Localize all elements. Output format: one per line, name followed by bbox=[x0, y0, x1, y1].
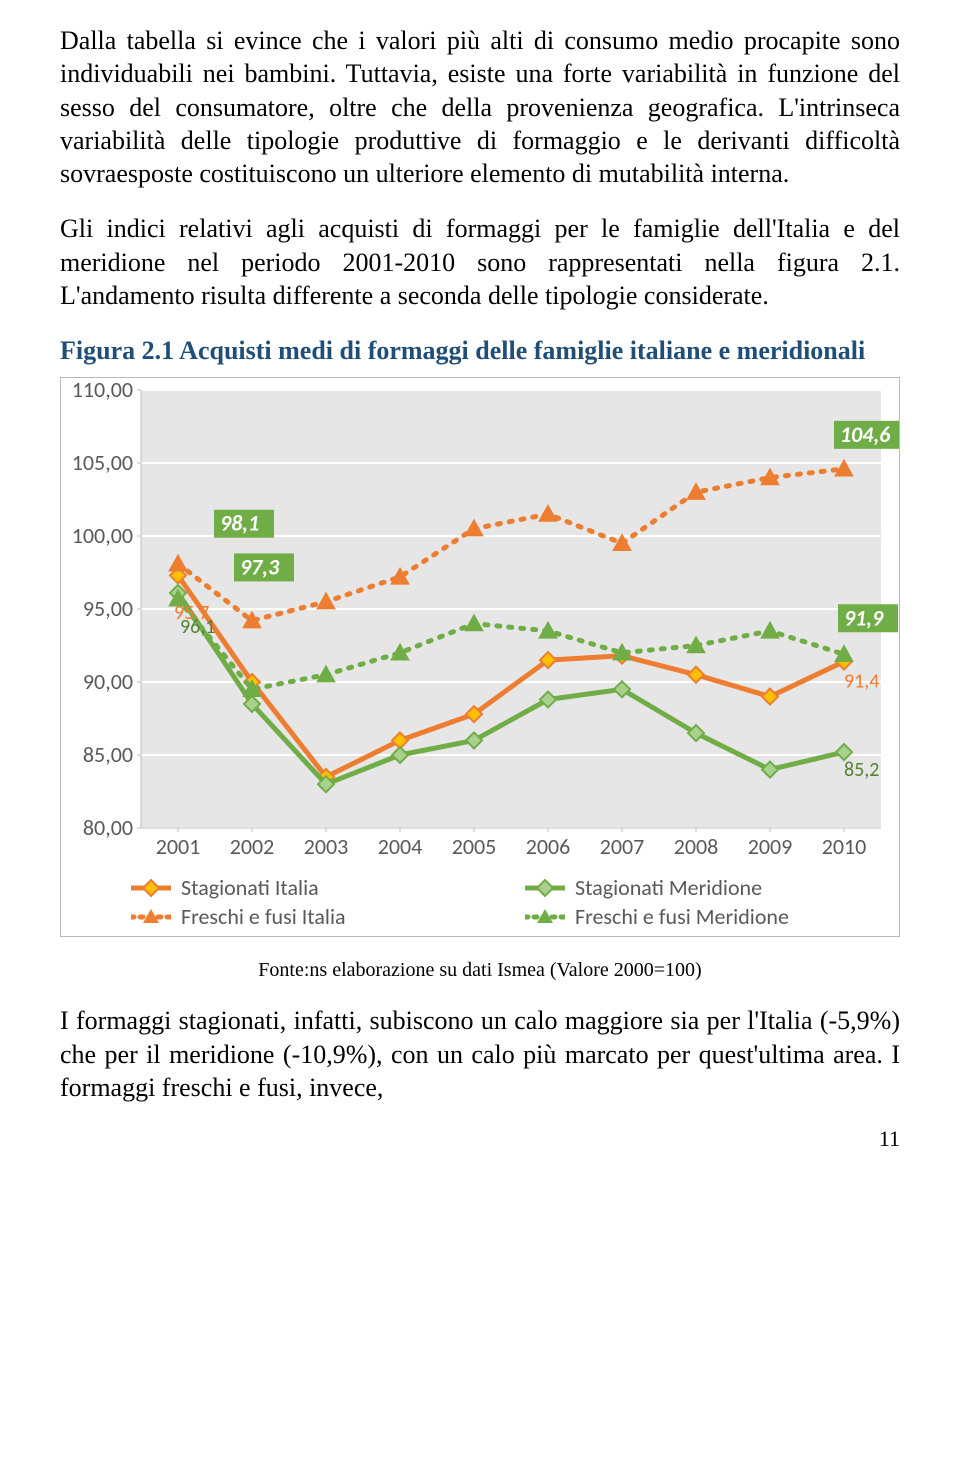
paragraph-1: Dalla tabella si evince che i valori più… bbox=[60, 24, 900, 190]
chart-legend: Stagionati Italia Stagionati Meridione F… bbox=[131, 874, 889, 930]
svg-text:2002: 2002 bbox=[230, 833, 275, 860]
svg-text:80,00: 80,00 bbox=[83, 814, 133, 841]
page: Dalla tabella si evince che i valori più… bbox=[0, 0, 960, 1182]
chart-svg: 80,00 85,00 90,00 95,00 100,00 105,00 110,00 20… bbox=[61, 378, 899, 868]
svg-text:97,3: 97,3 bbox=[240, 554, 280, 581]
svg-text:2005: 2005 bbox=[452, 833, 497, 860]
svg-text:85,2: 85,2 bbox=[844, 758, 879, 782]
legend-swatch-icon bbox=[525, 907, 565, 927]
svg-text:2006: 2006 bbox=[526, 833, 571, 860]
svg-text:85,00: 85,00 bbox=[83, 741, 133, 768]
svg-text:100,00: 100,00 bbox=[72, 522, 133, 549]
svg-text:95,00: 95,00 bbox=[83, 595, 133, 622]
svg-text:110,00: 110,00 bbox=[72, 378, 133, 403]
svg-text:98,1: 98,1 bbox=[220, 510, 259, 537]
svg-text:105,00: 105,00 bbox=[72, 449, 133, 476]
svg-text:2001: 2001 bbox=[156, 833, 201, 860]
legend-item-stagionati-meridione: Stagionati Meridione bbox=[525, 874, 889, 901]
legend-label: Stagionati Meridione bbox=[575, 874, 762, 901]
svg-text:91,9: 91,9 bbox=[844, 605, 884, 632]
svg-text:91,4: 91,4 bbox=[844, 670, 879, 694]
svg-text:2008: 2008 bbox=[674, 833, 719, 860]
svg-text:2004: 2004 bbox=[378, 833, 423, 860]
legend-swatch-icon bbox=[525, 878, 565, 898]
paragraph-3: I formaggi stagionati, infatti, subiscon… bbox=[60, 1004, 900, 1104]
figure-caption: Fonte:ns elaborazione su dati Ismea (Val… bbox=[60, 959, 900, 982]
chart-figure: 80,00 85,00 90,00 95,00 100,00 105,00 110,00 20… bbox=[60, 377, 900, 937]
svg-text:2009: 2009 bbox=[748, 833, 793, 860]
legend-item-freschi-italia: Freschi e fusi Italia bbox=[131, 903, 495, 930]
legend-swatch-icon bbox=[131, 878, 171, 898]
legend-label: Freschi e fusi Italia bbox=[181, 903, 346, 930]
svg-text:96,1: 96,1 bbox=[180, 615, 215, 639]
legend-swatch-icon bbox=[131, 907, 171, 927]
legend-label: Stagionati Italia bbox=[181, 874, 319, 901]
page-number: 11 bbox=[60, 1126, 900, 1152]
svg-text:104,6: 104,6 bbox=[840, 421, 890, 448]
paragraph-2: Gli indici relativi agli acquisti di for… bbox=[60, 212, 900, 312]
svg-text:2003: 2003 bbox=[304, 833, 349, 860]
svg-text:2007: 2007 bbox=[600, 833, 645, 860]
figure-title: Figura 2.1 Acquisti medi di formaggi del… bbox=[60, 334, 900, 367]
legend-item-stagionati-italia: Stagionati Italia bbox=[131, 874, 495, 901]
legend-item-freschi-meridione: Freschi e fusi Meridione bbox=[525, 903, 889, 930]
svg-text:90,00: 90,00 bbox=[83, 668, 133, 695]
svg-text:2010: 2010 bbox=[822, 833, 867, 860]
legend-label: Freschi e fusi Meridione bbox=[575, 903, 789, 930]
